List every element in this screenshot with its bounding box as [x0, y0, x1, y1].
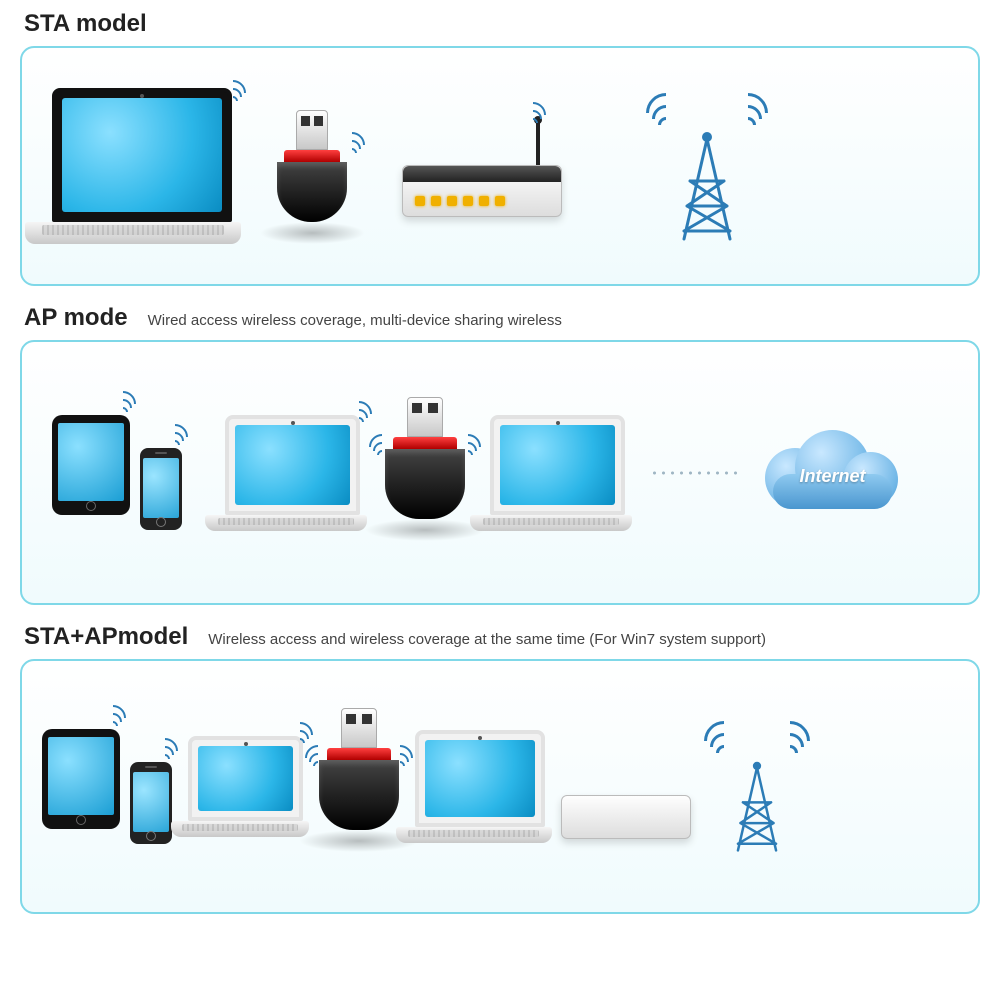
- usb-dongle-icon: [277, 110, 347, 222]
- wifi-icon: [226, 78, 260, 112]
- wifi-icon: [641, 87, 691, 137]
- wifi-icon: [526, 100, 560, 134]
- laptop-icon: [52, 88, 232, 243]
- section-header: AP mode Wired access wireless coverage, …: [20, 304, 980, 332]
- panel-ap: Internet: [20, 340, 980, 605]
- section-sta: STA model: [20, 10, 980, 286]
- wifi-icon: [723, 87, 773, 137]
- laptop-icon: [415, 730, 545, 842]
- tower-mast-icon: [672, 131, 742, 241]
- wifi-icon: [699, 715, 749, 765]
- wifi-icon: [106, 703, 140, 737]
- broadcast-tower-icon: [647, 91, 767, 241]
- mobile-devices-group: [52, 415, 182, 530]
- section-header: STA+APmodel Wireless access and wireless…: [20, 623, 980, 651]
- section-subtitle: Wireless access and wireless coverage at…: [208, 631, 766, 648]
- internet-cloud-icon: Internet: [765, 430, 900, 515]
- wifi-icon: [116, 389, 150, 423]
- section-header: STA model: [20, 10, 980, 38]
- smartphone-icon: [140, 448, 182, 530]
- section-sta-ap: STA+APmodel Wireless access and wireless…: [20, 623, 980, 914]
- usb-dongle-icon: [385, 397, 465, 519]
- panel-sta: [20, 46, 980, 286]
- laptop-icon: [188, 736, 303, 837]
- wifi-icon: [168, 422, 202, 456]
- panel-sta-ap: [20, 659, 980, 914]
- wifi-icon: [291, 743, 325, 777]
- laptop-icon: [490, 415, 625, 531]
- wifi-icon: [355, 432, 389, 466]
- section-subtitle: Wired access wireless coverage, multi-de…: [148, 312, 562, 329]
- laptop-icon: [225, 415, 360, 531]
- wifi-icon: [765, 715, 815, 765]
- mobile-devices-group: [42, 729, 172, 844]
- cloud-label: Internet: [765, 466, 900, 487]
- section-title: STA model: [24, 10, 147, 38]
- broadcast-tower-icon: [707, 719, 807, 854]
- section-ap: AP mode Wired access wireless coverage, …: [20, 304, 980, 605]
- router-icon: [561, 795, 691, 839]
- tablet-icon: [52, 415, 130, 515]
- section-title: STA+APmodel: [24, 623, 188, 651]
- smartphone-icon: [130, 762, 172, 844]
- tablet-icon: [42, 729, 120, 829]
- wifi-icon: [352, 399, 386, 433]
- tower-mast-icon: [728, 759, 786, 854]
- router-icon: [402, 165, 562, 217]
- section-title: AP mode: [24, 304, 128, 332]
- wifi-icon: [158, 736, 192, 770]
- dotted-link-icon: [650, 471, 740, 475]
- wifi-icon: [345, 130, 379, 164]
- usb-dongle-icon: [319, 708, 399, 830]
